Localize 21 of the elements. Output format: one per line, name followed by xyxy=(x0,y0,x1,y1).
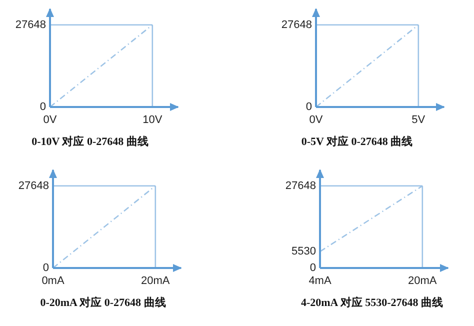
y-tick-label: 5530 xyxy=(292,246,316,258)
x-tick-label: 5V xyxy=(412,114,426,126)
y-tick-label: 27648 xyxy=(15,18,46,31)
x-tick-label: 4mA xyxy=(308,275,332,287)
x-tick-label: 20mA xyxy=(408,275,438,287)
text: 0-5V 对应 0-27648 曲线 xyxy=(301,135,413,148)
y-tick-label: 0 xyxy=(40,101,46,113)
y-tick-label: 27648 xyxy=(281,18,312,31)
x-tick-label: 0mA xyxy=(42,275,65,287)
y-tick-label: 0 xyxy=(306,101,312,113)
y-tick-label: 0 xyxy=(310,262,316,274)
y-tick-label: 27648 xyxy=(285,180,316,192)
x-tick-label: 0V xyxy=(43,114,58,126)
y-tick-label: 0 xyxy=(42,262,49,274)
text: 4-20mA 对应 5530-27648 曲线 xyxy=(300,296,444,309)
text: 0-20mA 对应 0-27648 曲线 xyxy=(40,296,166,309)
y-tick-label: 27648 xyxy=(18,180,49,192)
x-tick-label: 20mA xyxy=(141,275,170,287)
x-tick-label: 10V xyxy=(142,114,163,126)
x-tick-label: 0V xyxy=(309,114,324,126)
text: 0-10V 对应 0-27648 曲线 xyxy=(32,135,148,148)
